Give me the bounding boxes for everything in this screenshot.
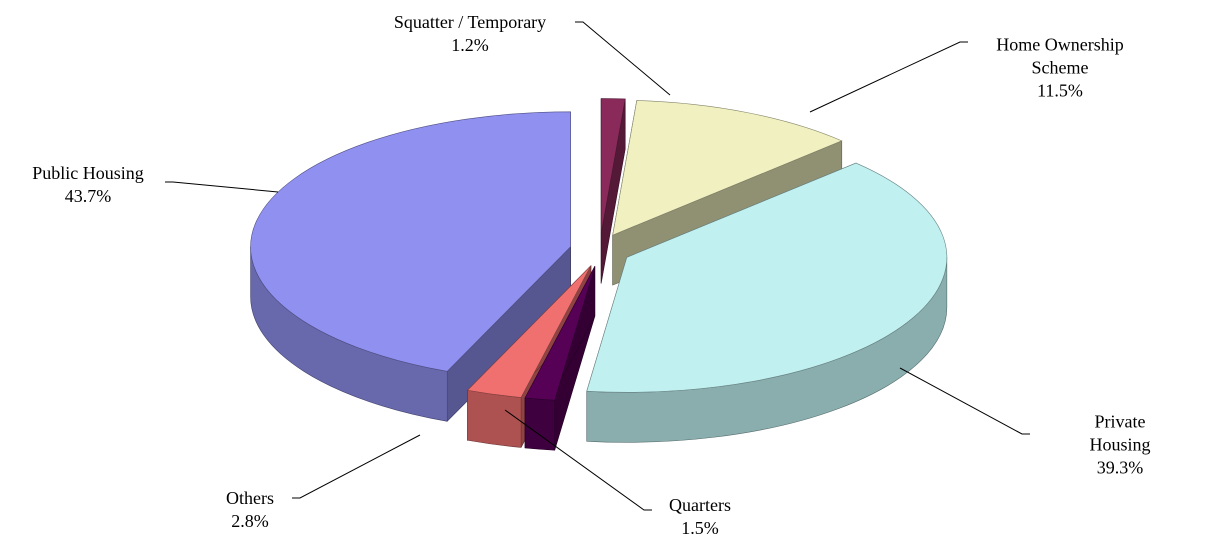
value-label: 39.3% — [1096, 457, 1144, 478]
leader-line — [809, 41, 968, 113]
slice-label: Public Housing 43.7% — [32, 162, 144, 208]
leader-line — [575, 21, 671, 96]
category-label: Quarters — [669, 495, 731, 515]
slice-label: Private Housing 39.3% — [1073, 411, 1167, 480]
slice-label: Others 2.8% — [226, 487, 274, 533]
slice-rim — [467, 389, 522, 448]
pie-slice — [586, 162, 948, 443]
slice-top — [250, 111, 571, 372]
slice-top — [524, 266, 596, 401]
slice-top — [612, 100, 843, 236]
value-label: 11.5% — [1037, 80, 1083, 101]
value-label: 2.8% — [231, 511, 269, 531]
leader-line — [504, 409, 652, 511]
pie-slice — [250, 111, 571, 423]
slice-label: Squatter / Temporary 1.2% — [394, 11, 546, 57]
leader-line — [165, 181, 279, 193]
value-label: 1.2% — [451, 35, 489, 55]
slice-top — [586, 162, 948, 393]
slice-label: Quarters 1.5% — [669, 494, 731, 540]
value-label: 43.7% — [64, 186, 112, 206]
slice-top — [466, 265, 592, 398]
category-label: Home Ownership Scheme — [996, 34, 1124, 78]
slice-top — [600, 98, 626, 234]
pie-slice — [524, 266, 596, 451]
category-label: Others — [226, 488, 274, 508]
category-label: Squatter / Temporary — [393, 12, 547, 32]
category-label: Public Housing — [32, 163, 144, 183]
leader-line — [292, 434, 421, 499]
value-label: 1.5% — [681, 518, 719, 538]
slice-label: Home Ownership Scheme 11.5% — [985, 34, 1135, 103]
category-label: Private Housing — [1089, 411, 1151, 455]
pie-slice — [600, 98, 626, 284]
leader-line — [899, 367, 1030, 435]
